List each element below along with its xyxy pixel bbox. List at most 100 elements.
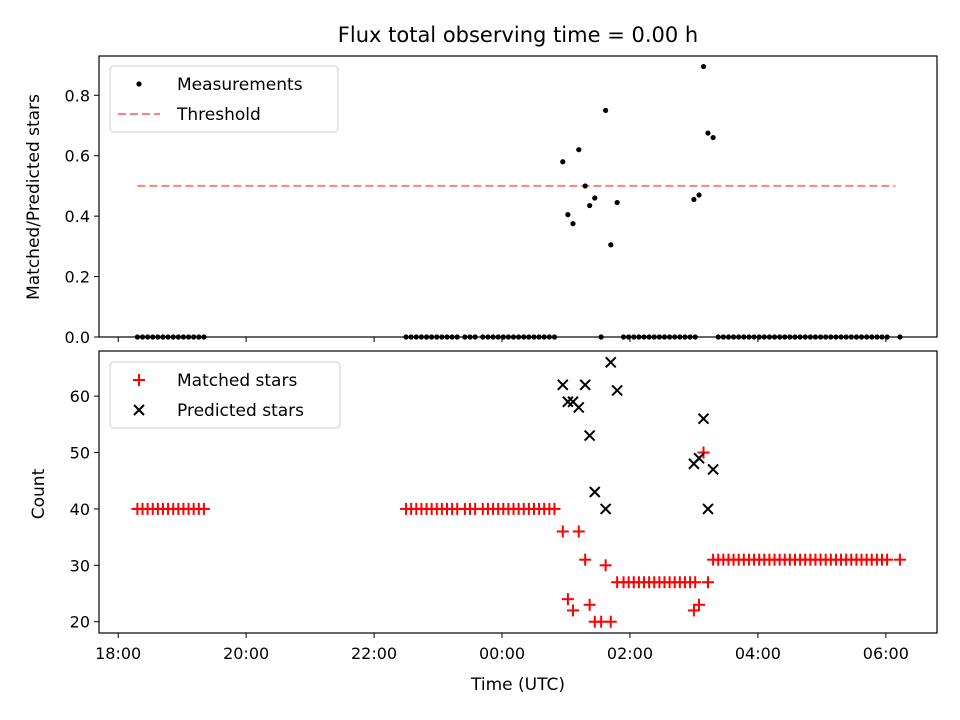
bottom-x-axis: 18:00 20:00 22:00 00:00 02:00 04:00 06:00 — [95, 633, 909, 663]
bottom-y-axis-label: Count — [29, 468, 49, 519]
top-y-axis: 0.0 0.2 0.4 0.6 0.8 — [65, 86, 99, 347]
legend-predicted-marker — [133, 404, 145, 416]
chart-title: Flux total observing time = 0.00 h — [338, 23, 698, 47]
matched-star-point — [556, 525, 569, 538]
measurement-point — [560, 159, 566, 165]
measurement-point — [592, 195, 598, 201]
bottom-legend: Matched stars Predicted stars — [109, 361, 341, 429]
predicted-marker-b — [589, 486, 601, 498]
x-tick-label: 18:00 — [95, 644, 141, 663]
bottom-y-tick-label: 40 — [70, 500, 90, 519]
matched-star-point — [599, 559, 612, 572]
x-tick-label: 04:00 — [735, 644, 781, 663]
predicted-marker-b — [562, 396, 574, 408]
predicted-star-point — [693, 452, 705, 464]
matched-star-point — [693, 598, 706, 611]
predicted-marker-b — [702, 503, 714, 515]
matched-star-point — [548, 502, 561, 515]
predicted-star-point — [589, 486, 601, 498]
matched-star-point — [687, 604, 700, 617]
predicted-marker-b — [693, 452, 705, 464]
predicted-star-point — [573, 401, 585, 414]
matched-star-point — [881, 553, 894, 566]
x-axis-label: Time (UTC) — [470, 675, 565, 695]
predicted-marker-b — [567, 396, 579, 408]
top-y-tick-label: 0.4 — [65, 207, 90, 226]
top-plot-frame — [98, 55, 938, 338]
top-y-tick-label: 0.6 — [65, 147, 90, 166]
matched-star-point — [197, 502, 210, 515]
measurement-point — [582, 183, 588, 189]
x-tick-label: 00:00 — [479, 644, 525, 663]
legend-threshold-label: Threshold — [176, 105, 261, 125]
top-legend-box — [109, 65, 339, 133]
predicted-star-point — [707, 463, 719, 476]
predicted-star-point — [583, 429, 596, 442]
matched-star-point — [583, 598, 596, 611]
top-y-tick-label: 0.2 — [65, 268, 90, 287]
bottom-plot-frame — [98, 350, 938, 634]
predicted-marker-b — [707, 463, 719, 476]
matched-star-point — [572, 525, 585, 538]
predicted-star-point — [702, 503, 714, 515]
predicted-star-point — [557, 379, 569, 391]
top-y-axis-label: Matched/Predicted stars — [24, 94, 44, 300]
measurement-point — [705, 130, 711, 136]
matched-star-point — [561, 593, 574, 606]
measurement-point — [614, 199, 620, 206]
matched-star-point — [697, 446, 710, 459]
bottom-y-tick-label: 60 — [70, 387, 90, 406]
top-panel: 0.00.20.40.60.8 Matched/Predicted stars … — [24, 55, 938, 347]
bottom-panel: 20 30 40 50 60 18:00 20:00 22:00 00:00 02:00 04:0… — [29, 350, 938, 695]
legend-matched-marker — [133, 374, 145, 386]
measurement-point — [700, 63, 707, 70]
x-tick-label: 20:00 — [223, 644, 269, 663]
x-tick-label: 06:00 — [863, 644, 909, 663]
bottom-y-tick-label: 20 — [70, 613, 90, 632]
predicted-star-point — [579, 379, 591, 391]
predicted-marker-b — [605, 356, 617, 368]
matched-star-point — [701, 576, 714, 589]
matched-star-point — [604, 615, 617, 628]
predicted-star-point — [611, 384, 623, 397]
measurement-point — [576, 147, 582, 153]
predicted-marker-b — [557, 379, 569, 391]
measurement-point — [608, 242, 614, 248]
x-tick-label: 22:00 — [351, 644, 397, 663]
bottom-legend-box — [109, 361, 341, 429]
predicted-marker-b — [611, 384, 623, 397]
predicted-marker-b — [573, 401, 585, 414]
counts-layer — [131, 356, 906, 628]
bottom-y-tick-label: 50 — [70, 444, 90, 463]
top-y-tick-label: 0.0 — [65, 328, 90, 347]
legend-matched-label: Matched stars — [177, 371, 297, 391]
measurement-point — [587, 202, 593, 209]
predicted-marker-b — [579, 379, 591, 391]
legend-predicted-label: Predicted stars — [177, 401, 304, 421]
bottom-y-tick-label: 30 — [70, 556, 90, 575]
predicted-star-point — [605, 356, 617, 368]
top-y-tick-label: 0.8 — [65, 86, 90, 105]
top-legend: Measurements Threshold — [109, 65, 339, 133]
matched-star-point — [893, 553, 906, 566]
matched-star-point — [579, 553, 592, 566]
measurement-point — [570, 221, 576, 227]
predicted-star-point — [599, 503, 612, 515]
predicted-marker-b — [599, 503, 612, 515]
measurement-point — [603, 107, 609, 113]
predicted-marker-b — [697, 412, 710, 425]
matched-star-point — [689, 576, 702, 589]
legend-measurements-label: Measurements — [177, 75, 303, 95]
measurement-point — [696, 192, 702, 198]
measurement-point — [710, 134, 716, 141]
measurement-point — [691, 196, 697, 203]
x-tick-label: 02:00 — [607, 644, 653, 663]
legend-measurements-marker — [136, 81, 142, 87]
predicted-marker-b — [583, 429, 596, 442]
predicted-star-point — [697, 412, 710, 425]
predicted-star-point — [562, 396, 574, 408]
matched-star-point — [567, 604, 580, 617]
measurement-point — [565, 212, 571, 218]
top-x-tick-marks — [117, 337, 887, 342]
